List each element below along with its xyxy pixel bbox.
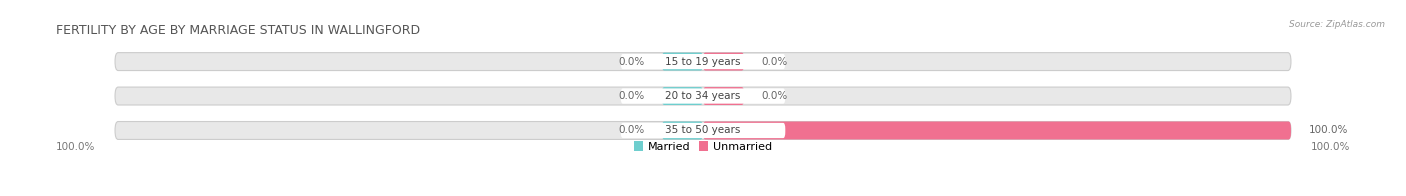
FancyBboxPatch shape: [115, 122, 1291, 139]
Legend: Married, Unmarried: Married, Unmarried: [634, 142, 772, 152]
FancyBboxPatch shape: [662, 122, 703, 139]
Text: 0.0%: 0.0%: [762, 57, 787, 67]
Text: Source: ZipAtlas.com: Source: ZipAtlas.com: [1289, 20, 1385, 29]
Text: 20 to 34 years: 20 to 34 years: [665, 91, 741, 101]
Text: 0.0%: 0.0%: [619, 125, 644, 135]
FancyBboxPatch shape: [620, 88, 786, 104]
FancyBboxPatch shape: [703, 122, 1291, 139]
Text: 0.0%: 0.0%: [762, 91, 787, 101]
FancyBboxPatch shape: [703, 53, 744, 71]
Text: 100.0%: 100.0%: [56, 142, 96, 152]
Text: FERTILITY BY AGE BY MARRIAGE STATUS IN WALLINGFORD: FERTILITY BY AGE BY MARRIAGE STATUS IN W…: [56, 24, 420, 37]
FancyBboxPatch shape: [662, 53, 703, 71]
FancyBboxPatch shape: [703, 87, 744, 105]
Text: 35 to 50 years: 35 to 50 years: [665, 125, 741, 135]
Text: 0.0%: 0.0%: [619, 91, 644, 101]
FancyBboxPatch shape: [620, 123, 786, 138]
Text: 100.0%: 100.0%: [1309, 125, 1348, 135]
Text: 0.0%: 0.0%: [619, 57, 644, 67]
FancyBboxPatch shape: [620, 54, 786, 69]
FancyBboxPatch shape: [115, 53, 1291, 71]
FancyBboxPatch shape: [662, 87, 703, 105]
Text: 15 to 19 years: 15 to 19 years: [665, 57, 741, 67]
FancyBboxPatch shape: [115, 87, 1291, 105]
Text: 100.0%: 100.0%: [1310, 142, 1350, 152]
